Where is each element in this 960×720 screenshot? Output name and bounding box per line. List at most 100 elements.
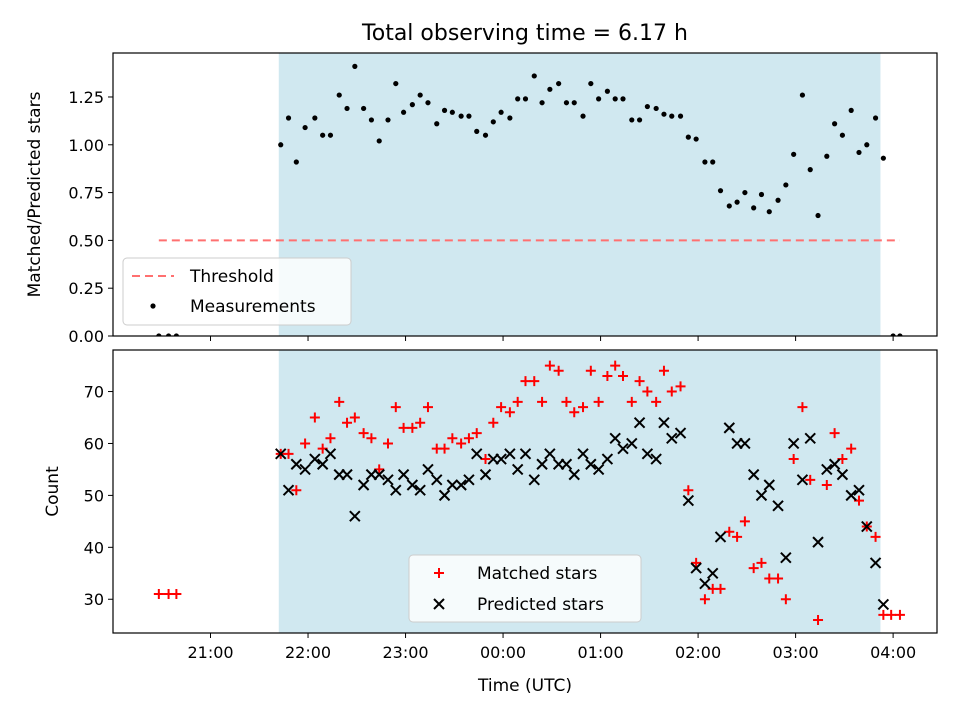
predicted-star-point <box>577 448 589 460</box>
measurement-point <box>588 80 594 87</box>
matched-star-point <box>699 594 710 605</box>
y-tick-label: 0.50 <box>68 231 104 250</box>
measurement-point <box>644 103 650 110</box>
measurement-point <box>677 113 684 119</box>
y-tick-label: 70 <box>84 383 104 402</box>
measurement-point <box>352 63 358 69</box>
predicted-star-point <box>707 567 719 579</box>
y-tick-label: 1.25 <box>68 88 104 107</box>
predicted-star-point <box>422 463 434 476</box>
matched-star-point <box>407 422 418 433</box>
predicted-star-point <box>682 494 695 507</box>
y-tick-label: 1.00 <box>68 136 104 155</box>
matched-star-point <box>683 485 694 496</box>
y-axis-label: Matched/Predicted stars <box>25 91 45 297</box>
measurement-point <box>165 333 172 336</box>
y-axis-label: Count <box>43 466 63 517</box>
measurement-point <box>872 115 879 121</box>
measurement-point <box>717 188 724 194</box>
matched-star-point <box>846 443 857 454</box>
matched-star-point <box>658 365 669 376</box>
matched-star-point <box>788 454 799 465</box>
matched-star-point <box>358 428 369 439</box>
measurement-point <box>336 92 342 98</box>
measurement-point <box>832 121 838 127</box>
measurement-point <box>400 109 407 115</box>
measurement-point <box>312 115 318 121</box>
y-tick-label: 0.75 <box>68 184 104 203</box>
plot-frame <box>112 52 938 337</box>
predicted-star-point <box>433 598 445 610</box>
matched-star-point <box>569 407 580 418</box>
predicted-star-point <box>650 453 662 465</box>
legend-box <box>408 554 642 623</box>
matched-star-point <box>504 407 515 418</box>
predicted-star-point <box>828 458 841 470</box>
x-tick-label: 22:00 <box>285 643 331 662</box>
measurement-point <box>612 96 618 102</box>
matched-star-point <box>675 381 686 392</box>
predicted-star-point <box>861 520 873 533</box>
x-axis-label: Time (UTC) <box>477 676 572 696</box>
measurement-point <box>758 191 765 198</box>
predicted-star-point <box>309 453 321 465</box>
measurement-point <box>669 113 675 119</box>
predicted-star-point <box>796 474 809 486</box>
measurement-point <box>458 113 464 119</box>
measurement-point <box>293 159 299 165</box>
matched-star-point <box>894 609 905 620</box>
matched-star-point <box>773 573 784 584</box>
observing-window-shade <box>278 53 881 336</box>
matched-star-point <box>666 386 677 397</box>
measurement-point <box>539 100 545 106</box>
matched-star-point <box>537 396 548 407</box>
measurement-point <box>361 105 367 112</box>
measurement-point <box>556 80 562 87</box>
measurement-point <box>604 88 611 94</box>
legend-measurements-label: Measurements <box>190 297 316 317</box>
count-series <box>153 360 905 626</box>
measurement-point <box>726 203 732 209</box>
measurement-point <box>880 155 886 161</box>
measurement-point <box>848 107 854 113</box>
predicted-star-point <box>357 479 370 491</box>
matched-star-point <box>715 583 726 594</box>
y-tick-label: 0.25 <box>68 279 104 298</box>
predicted-star-point <box>723 422 736 434</box>
predicted-star-point <box>804 432 816 444</box>
matched-star-point <box>585 365 596 376</box>
measurement-point <box>791 151 797 157</box>
predicted-star-point <box>463 474 475 486</box>
measurement-point <box>653 105 659 112</box>
x-tick-label: 02:00 <box>675 643 721 662</box>
measurement-point <box>563 100 570 106</box>
predicted-star-point <box>511 463 524 476</box>
predicted-star-point <box>316 458 329 470</box>
predicted-star-point <box>845 489 857 502</box>
predicted-star-point <box>626 437 638 450</box>
matched-star-point <box>366 433 377 444</box>
predicted-star-point <box>812 536 824 548</box>
predicted-star-point <box>414 484 426 496</box>
matched-star-point <box>886 609 897 620</box>
matched-star-point <box>602 370 613 381</box>
x-tick-label: 23:00 <box>382 643 428 662</box>
matched-star-point <box>512 396 523 407</box>
measurement-series <box>156 63 903 336</box>
legend: Threshold Measurements <box>122 257 352 326</box>
measurement-point <box>783 182 789 188</box>
predicted-star-point <box>406 479 419 491</box>
predicted-star-point <box>544 448 556 460</box>
predicted-star-point <box>455 479 467 491</box>
predicted-star-point <box>504 448 516 460</box>
x-tick-label: 21:00 <box>187 643 233 662</box>
predicted-star-point <box>471 448 483 460</box>
predicted-star-point <box>390 484 402 496</box>
matched-star-point <box>805 474 816 485</box>
measurement-point <box>449 109 455 115</box>
predicted-star-point <box>536 458 548 470</box>
matched-star-point <box>447 433 458 444</box>
matched-star-point <box>300 438 311 449</box>
y-tick-label: 0.00 <box>68 327 104 346</box>
